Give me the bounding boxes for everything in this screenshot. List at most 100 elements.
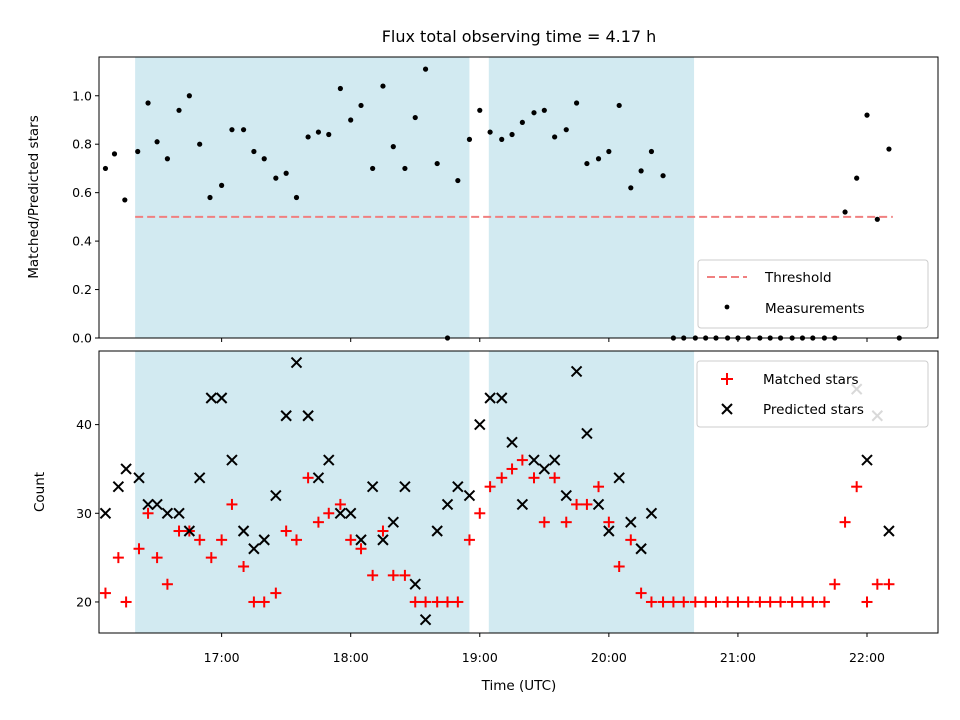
matched-star-marker	[248, 596, 260, 608]
matched-star-marker	[710, 596, 722, 608]
matched-star-marker	[625, 534, 637, 546]
measurement-point	[176, 107, 182, 113]
x-axis-label: Time (UTC)	[481, 678, 557, 694]
matched-star-marker	[120, 596, 132, 608]
predicted-star-marker	[570, 365, 583, 378]
matched-star-marker	[871, 578, 883, 590]
matched-legend-swatch	[721, 373, 733, 385]
predicted-star-marker	[463, 489, 476, 502]
predicted-star-marker	[151, 498, 163, 511]
predicted-star-marker	[484, 392, 496, 404]
x-tick-label: 17:00	[204, 650, 240, 665]
measurement-point	[563, 127, 569, 133]
matched-star-marker	[133, 543, 145, 555]
count-legend: Matched stars Predicted stars	[696, 360, 929, 428]
ratio-y-ticks: 0.0 0.2 0.4 0.6 0.8 1.0	[72, 88, 99, 346]
matched-star-marker	[409, 596, 421, 608]
matched-star-marker	[883, 578, 895, 590]
count-y-axis-label: Count	[32, 472, 48, 512]
measurement-point	[305, 134, 311, 140]
measurement-point	[886, 146, 892, 152]
predicted-star-marker	[334, 507, 347, 519]
count-y-tick-label: 30	[76, 506, 92, 521]
matched-star-marker	[280, 525, 292, 537]
measurement-point	[370, 165, 376, 172]
measurement-point	[145, 100, 151, 106]
measurement-point	[541, 107, 547, 113]
measurement-point	[348, 117, 354, 123]
measurement-point	[326, 131, 332, 138]
observing-window-2	[488, 351, 695, 633]
measurement-point	[154, 139, 160, 145]
measurement-point	[477, 107, 483, 113]
count-points	[99, 356, 895, 626]
predicted-star-marker	[409, 578, 421, 590]
matched-star-marker	[463, 534, 475, 546]
matched-star-marker	[290, 534, 302, 546]
measurement-point	[573, 100, 580, 106]
predicted-star-marker	[635, 543, 647, 555]
predicted-star-marker	[399, 480, 411, 493]
observing-window-1	[135, 57, 470, 338]
threshold-legend-label: Threshold	[764, 270, 832, 286]
observing-window-2	[488, 57, 695, 338]
matched-star-marker	[851, 481, 863, 493]
x-tick-label: 20:00	[591, 650, 627, 665]
matched-star-marker	[667, 596, 679, 608]
matched-star-marker	[431, 596, 443, 608]
predicted-star-marker	[548, 454, 561, 466]
measurement-point	[648, 148, 655, 155]
matched-star-marker	[238, 560, 250, 572]
matched-star-marker	[549, 472, 561, 484]
matched-star-marker	[722, 596, 734, 608]
matched-star-marker	[829, 578, 841, 590]
x-tick-label: 18:00	[333, 650, 369, 665]
measurement-point	[584, 160, 590, 167]
matched-star-marker	[635, 587, 647, 599]
measurement-point	[864, 112, 870, 118]
measurement-point	[240, 127, 247, 133]
matched-star-marker	[345, 534, 357, 546]
matched-star-marker	[205, 552, 217, 564]
measurement-point	[219, 182, 225, 188]
ratio-y-tick-label: 0.2	[72, 282, 92, 297]
predicted-star-marker	[302, 410, 314, 422]
measurement-point	[164, 156, 171, 162]
matched-star-marker	[839, 516, 851, 528]
matched-star-marker	[700, 596, 712, 608]
matched-star-marker	[112, 552, 124, 564]
predicted-star-marker	[506, 436, 518, 449]
x-tick-label: 21:00	[720, 650, 756, 665]
predicted-star-marker	[560, 489, 572, 502]
measurement-point	[616, 102, 622, 109]
measurement-point	[552, 134, 558, 140]
predicted-star-marker	[861, 454, 873, 466]
measurement-point	[135, 148, 141, 155]
measurements-legend-label: Measurements	[765, 301, 865, 317]
matched-star-marker	[538, 516, 550, 528]
measurement-point	[186, 93, 192, 99]
measurement-point	[207, 194, 213, 201]
measurement-point	[122, 197, 128, 203]
matched-star-marker	[560, 516, 572, 528]
matched-star-marker	[754, 596, 766, 608]
count-y-ticks: 20 30 40	[76, 417, 99, 609]
x-tick-label: 19:00	[462, 650, 498, 665]
predicted-star-marker	[120, 463, 132, 475]
matched-star-marker	[593, 481, 605, 493]
matched-star-marker	[474, 507, 486, 519]
observing-window-1	[135, 351, 470, 633]
predicted-star-marker	[280, 410, 292, 422]
matched-star-marker	[355, 543, 367, 555]
observing-windows	[135, 57, 695, 338]
matched-star-marker	[571, 498, 583, 510]
matched-star-marker	[377, 525, 389, 537]
measurement-point	[519, 119, 525, 126]
matched-star-marker	[861, 596, 873, 608]
matched-star-marker	[496, 472, 508, 484]
predicted-star-marker	[258, 534, 270, 546]
matched-star-marker	[506, 463, 518, 475]
ratio-panel: 0.0 0.2 0.4 0.6 0.8 1.0 Flux total observing …	[26, 27, 939, 346]
ratio-y-tick-label: 1.0	[72, 88, 92, 103]
predicted-star-marker	[419, 613, 432, 626]
